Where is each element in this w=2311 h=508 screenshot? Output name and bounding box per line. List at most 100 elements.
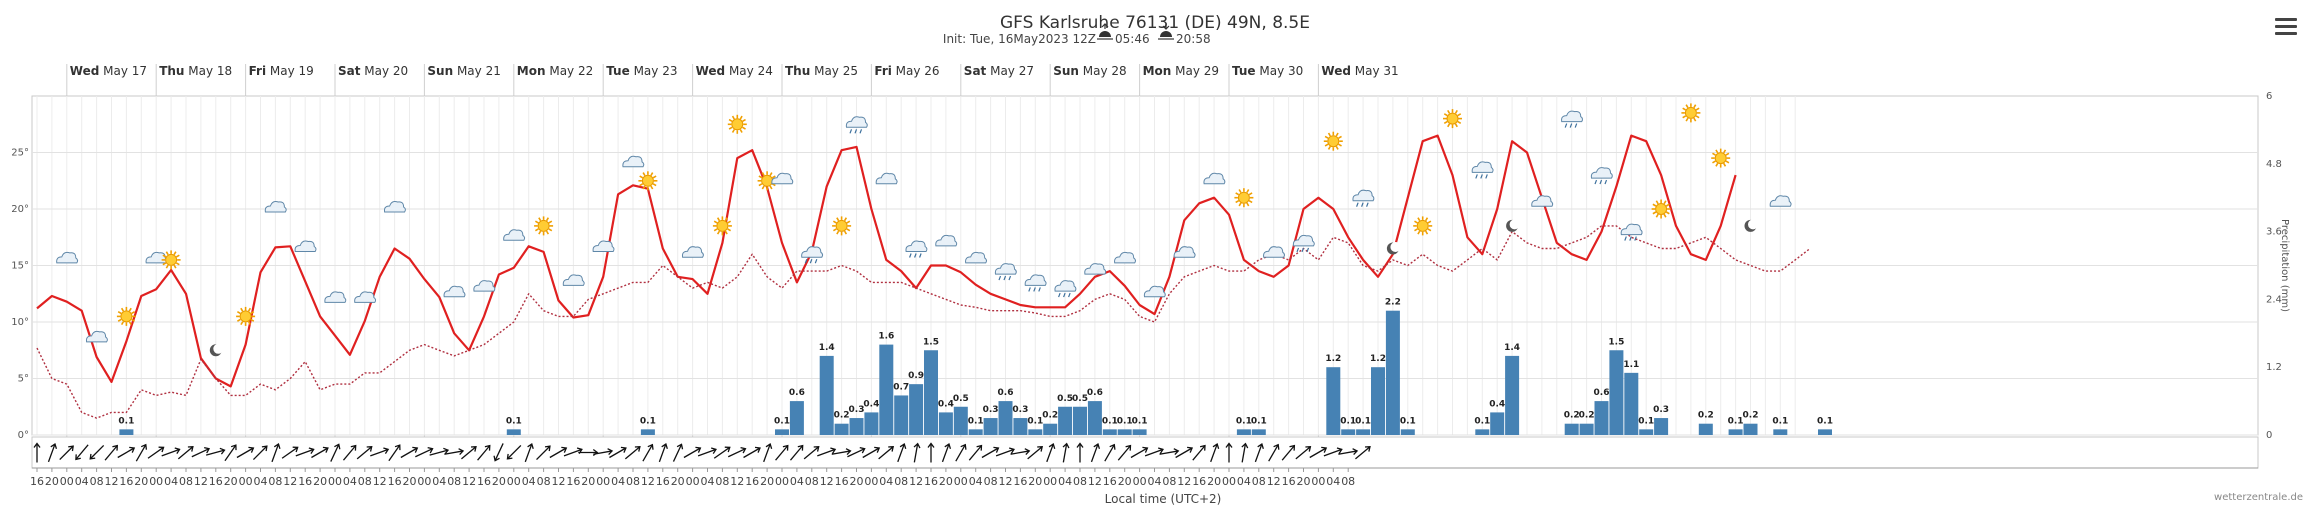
sun-ray (739, 115, 743, 120)
wind-head (248, 446, 255, 453)
sun-ray (1427, 220, 1432, 224)
x-tick-label: 16 (30, 475, 44, 488)
rain-drop (1629, 236, 1632, 241)
cloud-icon (383, 201, 406, 213)
hamburger-menu-icon[interactable] (2275, 18, 2297, 36)
wind-shaft (47, 443, 56, 463)
wind-arrow-icon (330, 443, 341, 462)
precip-bar-label: 0.1 (1236, 416, 1252, 426)
wind-shaft (743, 447, 761, 459)
sun-ray (545, 217, 550, 222)
sun-ray (548, 228, 553, 232)
sun-disc (1655, 203, 1668, 215)
wind-shaft (1159, 450, 1179, 455)
wind-arrow-icon (1281, 444, 1296, 461)
wind-shaft (1241, 443, 1247, 463)
wind-arrow-icon (968, 444, 983, 461)
day-date: May 25 (810, 64, 858, 78)
sun-ray (250, 310, 255, 315)
sun-icon (1413, 216, 1433, 236)
rain-cloud-icon (1024, 274, 1047, 292)
sun-ray (843, 230, 848, 235)
wind-arrow-icon (252, 445, 268, 461)
precip-bar-label: 0.2 (1743, 411, 1759, 421)
rain-drop (1485, 174, 1488, 179)
precip-bar-label: 0.1 (1474, 416, 1490, 426)
wind-shaft (1104, 444, 1115, 462)
wind-arrow-icon (388, 444, 401, 462)
sun-icon (638, 171, 658, 191)
wind-head (913, 442, 921, 449)
precip-bar (1579, 423, 1594, 435)
wind-head (204, 447, 211, 454)
cloud-icon (681, 246, 704, 258)
sun-ray (836, 230, 840, 235)
precip-bar-label: 0.1 (1102, 416, 1118, 426)
rain-drop (1480, 174, 1483, 179)
wind-arrow-icon (1076, 442, 1084, 463)
rain-cloud-icon (1292, 234, 1315, 253)
wind-head (334, 443, 341, 450)
cloud-shape (1561, 110, 1583, 123)
wind-head (740, 447, 747, 454)
sun-ray (639, 175, 644, 179)
sun-ray (1715, 149, 1719, 154)
wind-shaft (295, 448, 314, 457)
wind-shaft (1355, 446, 1371, 460)
precip-bar (640, 429, 655, 435)
sun-icon (1234, 188, 1254, 208)
x-tick-label: 20 (45, 475, 59, 488)
sun-ray (1682, 115, 1687, 119)
day-label: Mon May 22 (517, 64, 593, 78)
day-label: Fri May 26 (874, 64, 939, 78)
sun-ray (650, 185, 654, 190)
precip-bar (789, 401, 804, 435)
sun-ray (1652, 211, 1657, 215)
cloud-shape (85, 330, 108, 343)
wind-arrow-icon (1192, 444, 1206, 461)
precip-bar-label: 1.2 (1325, 354, 1341, 364)
x-tick-label: 00 (1311, 475, 1325, 488)
credit-text[interactable]: wetterzentrale.de (2214, 492, 2303, 503)
wind-shaft (135, 444, 147, 462)
wind-arrow-icon (477, 444, 491, 461)
wind-shaft (356, 446, 373, 460)
sun-ray (769, 185, 773, 190)
wind-arrow-icon (224, 444, 237, 462)
wind-head (1199, 444, 1206, 451)
sun-disc (1416, 219, 1429, 232)
wind-head (859, 447, 866, 454)
precip-bar (1356, 429, 1371, 435)
wind-shaft (775, 445, 789, 461)
wind-shaft (536, 445, 551, 461)
wind-shaft (847, 448, 865, 458)
precip-bar (909, 384, 924, 435)
sun-ray (236, 310, 241, 315)
wind-arrow-icon (549, 446, 568, 459)
sun-ray (771, 175, 776, 179)
x-tick-label: 16 (209, 475, 223, 488)
wind-head (695, 446, 702, 453)
chart-title: GFS Karlsruhe 76131 (DE) 49N, 8.5E (1000, 13, 1310, 33)
cloud-icon (771, 172, 794, 185)
wind-shaft (104, 445, 118, 461)
precip-bar (834, 423, 849, 435)
x-tick-label: 00 (954, 475, 968, 488)
precip-bar-label: 1.6 (878, 332, 894, 342)
precip-bar (1117, 429, 1132, 435)
x-tick-label: 12 (641, 475, 655, 488)
cloud-icon (1143, 285, 1166, 298)
sun-ray (761, 172, 765, 177)
precip-bar (983, 418, 998, 435)
sun-ray (1246, 189, 1250, 193)
wind-arrow-icon (831, 448, 852, 456)
y-left-tick-label: 20° (11, 204, 29, 215)
x-tick-label: 08 (1073, 475, 1087, 488)
wind-head (1125, 444, 1132, 451)
temperature-line (36, 134, 1737, 388)
sun-icon (1323, 131, 1343, 151)
wind-arrow-icon (104, 444, 118, 461)
rain-cloud-icon (905, 240, 928, 258)
wind-shaft (75, 444, 89, 460)
sun-ray (716, 217, 721, 222)
